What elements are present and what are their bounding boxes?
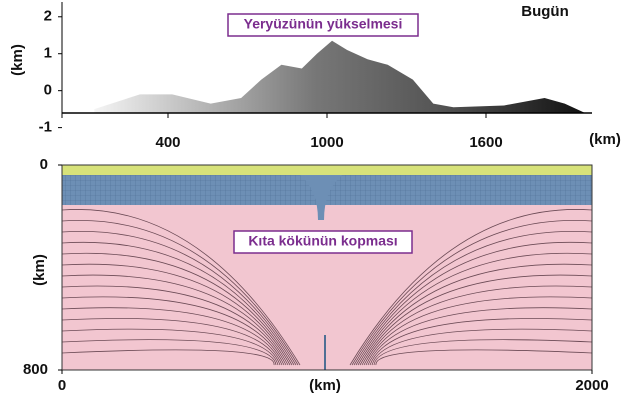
page: {"chart_data": [ {"type": "area", "annot… [0, 0, 644, 405]
y-axis-label: (km) [9, 44, 26, 76]
x-tick-label: 1000 [310, 134, 343, 151]
crust [62, 165, 592, 175]
x-tick-label: 0 [58, 377, 66, 394]
x-axis-label: (km) [309, 377, 341, 394]
section-panel: 0 800 0 2000 (km) (km) Kıta kökünün kopması [23, 156, 609, 394]
y-tick-label: 1 [44, 45, 52, 62]
topography-panel: 2 1 0 -1 400 1000 1600 (km) (km) Yeryüzünün yükse… [9, 2, 621, 151]
x-tick-label: 1600 [469, 134, 502, 151]
annotation: Kıta kökünün kopması [248, 233, 397, 249]
y-tick-label: 0 [40, 156, 48, 173]
y-tick-label: 800 [23, 361, 48, 378]
y-tick-label: -1 [39, 119, 52, 136]
y-tick-label: 0 [44, 82, 52, 99]
figure: 2 1 0 -1 400 1000 1600 (km) (km) Yeryüzünün yükse… [0, 0, 644, 405]
x-tick-label: 400 [155, 134, 180, 151]
annotation: Yeryüzünün yükselmesi [244, 16, 403, 32]
x-tick-label: 2000 [575, 377, 608, 394]
topography-area [94, 41, 585, 113]
x-axis-label: (km) [589, 131, 621, 148]
panel-label: Bugün [521, 3, 568, 20]
y-axis-label: (km) [31, 254, 48, 286]
y-tick-label: 2 [44, 8, 52, 25]
